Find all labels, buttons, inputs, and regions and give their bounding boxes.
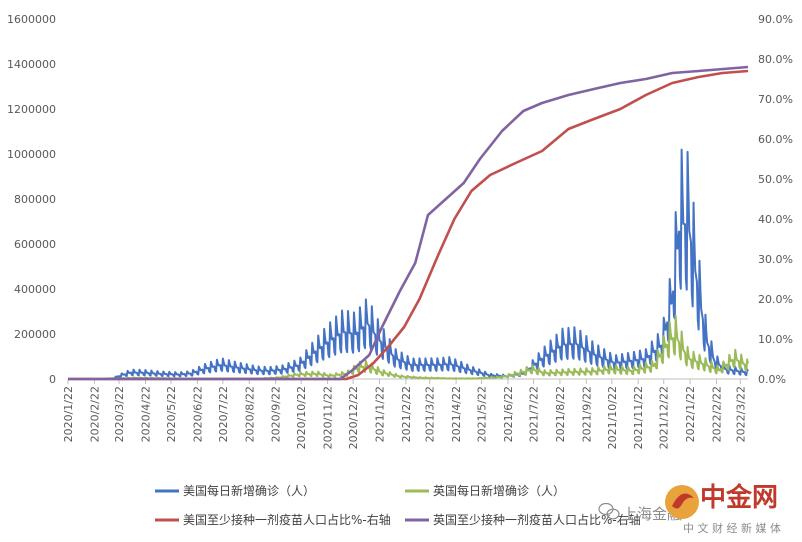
watermark: 上海金融 中金网 中 文 财 经 新 媒 体 [598, 482, 781, 535]
y-right-tick-label: 50.0% [758, 173, 793, 186]
y-right-tick-label: 60.0% [758, 133, 793, 146]
x-tick-label: 2020/5/22 [165, 386, 178, 442]
x-tick-label: 2022/1/22 [684, 386, 697, 442]
series-line-2 [67, 315, 749, 380]
watermark-logo-text: 中金网 [700, 482, 778, 513]
x-tick-label: 2020/2/22 [88, 386, 101, 442]
series-line-1 [67, 148, 749, 380]
legend-label: 美国每日新增确诊（人） [183, 483, 315, 498]
axes: 0 200000 400000 600000 800000 1000000 1200000 1… [7, 13, 793, 449]
y-left-tick-label: 1200000 [7, 103, 56, 116]
y-right-tick-label: 0.0% [758, 373, 786, 386]
x-tick-label: 2022/2/22 [711, 386, 724, 442]
y-left-tick-label: 1000000 [7, 148, 56, 161]
y-right-tick-label: 40.0% [758, 213, 793, 226]
legend: 美国每日新增确诊（人） 英国每日新增确诊（人） 美国至少接种一剂疫苗人口占比%-右轴… [155, 483, 641, 527]
x-tick-label: 2021/8/22 [554, 386, 567, 442]
watermark-logo-subtitle: 中 文 财 经 新 媒 体 [683, 521, 781, 535]
y-left-tick-label: 800000 [14, 193, 56, 206]
y-left-tick-label: 200000 [14, 328, 56, 341]
x-tick-label: 2020/1/22 [62, 386, 75, 442]
zhongjin-logo-icon [665, 485, 699, 519]
y-right-tick-label: 30.0% [758, 253, 793, 266]
series-line-4 [68, 65, 749, 381]
y-right-tick-label: 90.0% [758, 13, 793, 26]
series-line-3 [68, 69, 749, 381]
x-tick-label: 2021/7/22 [528, 386, 541, 442]
y-left-tick-label: 1400000 [7, 58, 56, 71]
x-tick-label: 2020/3/22 [113, 386, 126, 442]
legend-label: 美国至少接种一剂疫苗人口占比%-右轴 [183, 512, 391, 527]
y-left-tick-label: 0 [49, 373, 56, 386]
x-tick-label: 2020/6/22 [191, 386, 204, 442]
y-left-tick-label: 400000 [14, 283, 56, 296]
x-tick-label: 2020/7/22 [217, 386, 230, 442]
y-left-tick-label: 1600000 [7, 13, 56, 26]
y-right-tick-label: 70.0% [758, 93, 793, 106]
x-tick-label: 2021/9/22 [580, 386, 593, 442]
x-tick-label: 2020/11/22 [322, 386, 335, 449]
y-right-tick-label: 20.0% [758, 293, 793, 306]
wechat-icon [598, 502, 620, 520]
x-tick-label: 2021/2/22 [400, 386, 413, 442]
x-tick-label: 2020/10/22 [295, 386, 308, 449]
x-tick-label: 2021/11/22 [632, 386, 645, 449]
legend-label: 英国至少接种一剂疫苗人口占比%-右轴 [433, 512, 641, 527]
x-tick-label: 2021/3/22 [424, 386, 437, 442]
x-tick-label: 2021/10/22 [606, 386, 619, 449]
x-tick-label: 2021/12/22 [658, 386, 671, 449]
x-tick-label: 2020/8/22 [243, 386, 256, 442]
x-tick-label: 2021/4/22 [450, 386, 463, 442]
y-left-tick-label: 600000 [14, 238, 56, 251]
x-tick-label: 2021/5/22 [476, 386, 489, 442]
x-tick-label: 2020/4/22 [139, 386, 152, 442]
y-right-tick-label: 80.0% [758, 53, 793, 66]
x-tick-label: 2021/1/22 [373, 386, 386, 442]
x-tick-label: 2020/12/22 [347, 386, 360, 449]
x-tick-label: 2021/6/22 [502, 386, 515, 442]
x-tick-label: 2020/9/22 [270, 386, 283, 442]
legend-label: 英国每日新增确诊（人） [433, 483, 565, 498]
x-tick-label: 2022/3/22 [734, 386, 747, 442]
y-right-tick-label: 10.0% [758, 333, 793, 346]
series-layer [67, 65, 749, 381]
